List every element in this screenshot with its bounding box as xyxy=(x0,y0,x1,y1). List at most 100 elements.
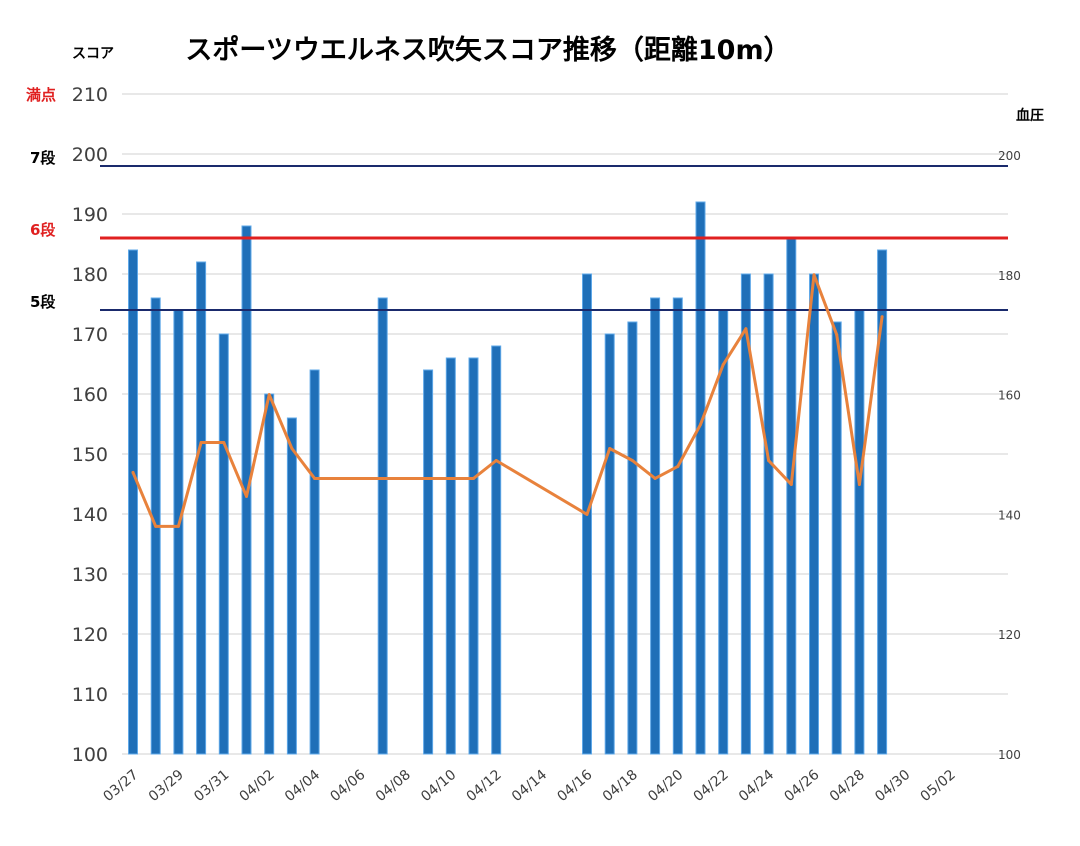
x-tick-label: 03/31 xyxy=(191,767,232,805)
score-bar xyxy=(650,297,661,755)
x-tick-label: 04/24 xyxy=(736,767,777,805)
blood-pressure-point xyxy=(767,458,771,462)
x-tick-label: 04/26 xyxy=(781,767,822,805)
blood-pressure-point xyxy=(699,423,702,427)
blood-pressure-point xyxy=(744,327,748,331)
score-bar xyxy=(218,333,229,755)
blood-pressure-point xyxy=(880,315,884,319)
y2-tick-label: 180 xyxy=(998,269,1021,283)
blood-pressure-line xyxy=(131,273,884,528)
x-tick-label: 04/14 xyxy=(509,767,550,805)
score-bar xyxy=(173,309,184,755)
score-bar xyxy=(604,333,615,755)
y-tick-label: 200 xyxy=(72,144,108,166)
score-bar xyxy=(377,297,388,755)
reference-label: 7段 xyxy=(30,149,55,167)
blood-pressure-point xyxy=(789,482,793,486)
blood-pressure-point xyxy=(290,447,294,451)
score-bar xyxy=(672,297,683,755)
chart-title: スポーツウエルネス吹矢スコア推移（距離10m） xyxy=(185,34,790,66)
score-bar xyxy=(854,309,865,755)
score-bar xyxy=(740,273,751,755)
x-tick-label: 04/20 xyxy=(645,767,686,805)
x-tick-label: 04/02 xyxy=(237,767,278,805)
reference-lines: 満点 7段 6段 5段 xyxy=(26,86,1008,311)
blood-pressure-point xyxy=(154,524,158,528)
blood-pressure-point xyxy=(176,524,180,528)
score-bar xyxy=(877,249,888,755)
blood-pressure-point xyxy=(267,393,271,397)
y-tick-label: 160 xyxy=(72,384,108,406)
y2-axis: 100 120 140 160 180 200 xyxy=(998,149,1021,762)
y2-tick-label: 160 xyxy=(998,389,1021,403)
reference-label: 6段 xyxy=(30,221,55,239)
blood-pressure-point xyxy=(630,458,634,462)
x-tick-label: 04/28 xyxy=(827,767,868,805)
x-tick-label: 04/06 xyxy=(327,767,368,805)
x-tick-label: 04/22 xyxy=(691,767,732,805)
y2-tick-label: 100 xyxy=(998,748,1021,762)
x-tick-label: 03/27 xyxy=(100,767,141,805)
blood-pressure-point xyxy=(608,447,612,451)
blood-pressure-point xyxy=(812,273,816,277)
y-axis: 100 110 120 130 140 150 160 170 180 190 200 210 xyxy=(72,84,108,766)
x-tick-label: 05/02 xyxy=(918,767,959,805)
y2-tick-label: 200 xyxy=(998,149,1021,163)
y-tick-label: 190 xyxy=(72,204,108,226)
blood-pressure-point xyxy=(676,464,680,468)
blood-pressure-point xyxy=(449,476,453,480)
score-bar xyxy=(468,357,479,755)
score-bar xyxy=(445,357,456,755)
x-tick-label: 04/18 xyxy=(600,767,641,805)
blood-pressure-point xyxy=(222,441,226,445)
score-bar xyxy=(286,417,297,755)
x-tick-label: 04/16 xyxy=(554,767,595,805)
blood-pressure-point xyxy=(245,494,248,498)
y-tick-label: 210 xyxy=(72,84,108,106)
y-tick-label: 130 xyxy=(72,564,108,586)
score-bar xyxy=(491,345,502,755)
reference-label: 満点 xyxy=(26,86,56,104)
score-bar xyxy=(196,261,207,755)
blood-pressure-point xyxy=(653,476,657,480)
blood-pressure-point xyxy=(721,363,725,367)
blood-pressure-series xyxy=(131,273,884,528)
blood-pressure-point xyxy=(381,476,385,480)
y-tick-label: 100 xyxy=(72,744,108,766)
blood-pressure-point xyxy=(494,458,498,462)
score-bar xyxy=(128,249,138,755)
blood-pressure-point xyxy=(835,333,839,337)
y2-axis-label: 血圧 xyxy=(1016,107,1044,124)
blood-pressure-point xyxy=(585,512,589,516)
blood-pressure-point xyxy=(472,476,475,480)
x-tick-label: 03/29 xyxy=(146,767,187,805)
score-bar xyxy=(423,369,434,755)
blood-pressure-point xyxy=(426,476,430,480)
y-axis-label: スコア xyxy=(72,46,114,62)
y-tick-label: 140 xyxy=(72,504,108,526)
reference-label: 5段 xyxy=(30,293,55,311)
score-bar xyxy=(763,273,774,755)
score-bar xyxy=(831,321,842,755)
y-tick-label: 180 xyxy=(72,264,108,286)
x-tick-label: 04/10 xyxy=(418,767,459,805)
blood-pressure-point xyxy=(313,476,317,480)
score-bar xyxy=(309,369,320,755)
x-tick-label: 04/30 xyxy=(872,767,913,805)
bar-series xyxy=(128,201,888,755)
x-axis: 03/27 03/29 03/31 04/02 04/04 04/06 04/08 04/10… xyxy=(100,767,958,805)
y-tick-label: 150 xyxy=(72,444,108,466)
score-bar xyxy=(264,393,275,755)
y2-tick-label: 120 xyxy=(998,628,1021,642)
score-bar xyxy=(809,273,819,755)
blood-pressure-point xyxy=(199,441,203,445)
x-tick-label: 04/08 xyxy=(373,767,414,805)
score-bar xyxy=(627,321,638,755)
y-tick-label: 170 xyxy=(72,324,108,346)
x-tick-label: 04/12 xyxy=(464,767,505,805)
y-tick-label: 120 xyxy=(72,624,108,646)
score-bar xyxy=(786,237,797,755)
y2-tick-label: 140 xyxy=(998,508,1021,522)
y-tick-label: 110 xyxy=(72,684,108,706)
